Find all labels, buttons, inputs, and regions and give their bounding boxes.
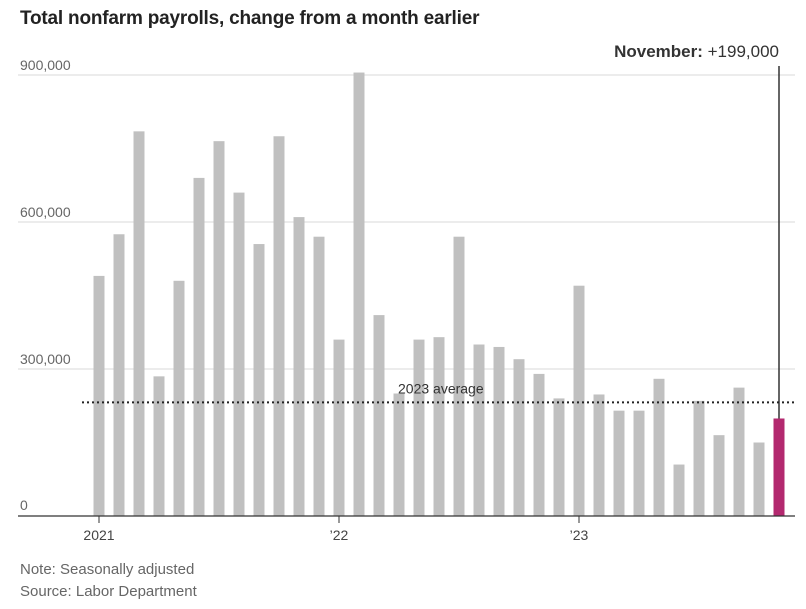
y-tick-label: 300,000: [20, 351, 71, 367]
bar: [233, 192, 245, 516]
bar: [573, 285, 585, 516]
note-text: Note: Seasonally adjusted: [20, 561, 195, 578]
bar: [113, 234, 125, 516]
y-tick-label: 900,000: [20, 57, 71, 73]
bar: [673, 464, 685, 516]
bar: [133, 131, 145, 516]
bar: [413, 339, 425, 516]
bar: [253, 244, 265, 517]
bar: [553, 398, 565, 516]
bar: [533, 373, 545, 516]
bar: [153, 376, 165, 516]
bar: [393, 393, 405, 516]
bar: [713, 435, 725, 516]
chart-title: Total nonfarm payrolls, change from a mo…: [20, 8, 480, 29]
bar: [273, 136, 285, 516]
bar: [353, 72, 365, 517]
bar: [313, 236, 325, 516]
bar: [613, 410, 625, 516]
annotation-value: +199,000: [708, 42, 779, 61]
highlight-bar: [773, 418, 785, 516]
bar: [433, 337, 445, 516]
bar: [593, 394, 605, 516]
x-tick-label: ’22: [330, 527, 349, 543]
bar: [373, 315, 385, 516]
bar: [753, 442, 765, 516]
source-text: Source: Labor Department: [20, 583, 197, 600]
bar: [173, 280, 185, 516]
annotation-text: November: +199,000: [614, 42, 779, 61]
y-tick-label: 600,000: [20, 204, 71, 220]
bar: [193, 177, 205, 516]
bar: [473, 344, 485, 516]
annotation-label: November:: [614, 42, 708, 61]
bar: [213, 141, 225, 516]
bar: [633, 410, 645, 516]
bar: [653, 378, 665, 516]
y-tick-label: 0: [20, 497, 28, 513]
average-label: 2023 average: [398, 380, 484, 396]
bar: [293, 217, 305, 516]
bar: [513, 359, 525, 516]
bar: [333, 339, 345, 516]
bar: [733, 387, 745, 516]
bar: [693, 400, 705, 516]
x-tick-label: ’23: [570, 527, 589, 543]
x-tick-label: 2021: [83, 527, 114, 543]
bar: [493, 346, 505, 516]
bar: [93, 275, 105, 516]
bar: [453, 236, 465, 516]
